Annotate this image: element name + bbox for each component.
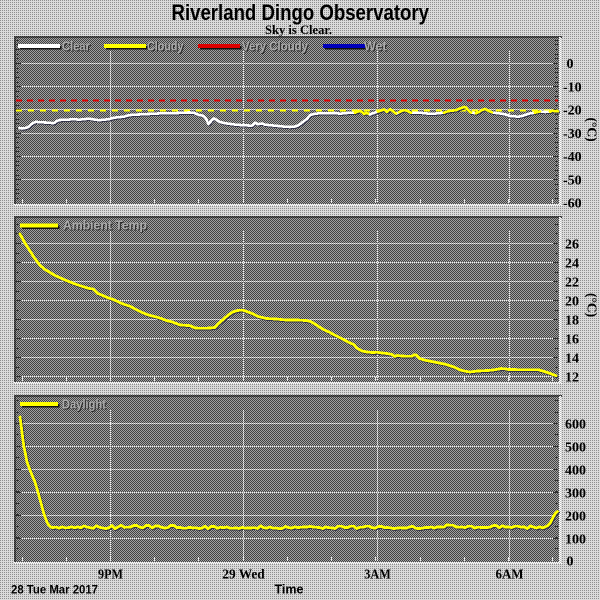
svg-text:9PM: 9PM <box>98 568 123 583</box>
svg-text:Cloudy: Cloudy <box>148 40 185 54</box>
svg-text:Ambient Temp: Ambient Temp <box>63 219 147 233</box>
svg-text:Sky is Clear.: Sky is Clear. <box>265 22 332 37</box>
svg-text:Very Cloudy: Very Cloudy <box>242 39 308 53</box>
svg-text:Very Cloudy: Very Cloudy <box>243 40 309 54</box>
svg-text:-60: -60 <box>563 197 582 212</box>
svg-text:Clear: Clear <box>63 40 91 54</box>
svg-text:Wet: Wet <box>364 39 387 53</box>
svg-text:28 Tue Mar 2017: 28 Tue Mar 2017 <box>11 583 98 597</box>
svg-text:24: 24 <box>565 257 579 272</box>
svg-text:(°C): (°C) <box>585 118 600 142</box>
svg-text:-20: -20 <box>563 104 582 119</box>
svg-text:0: 0 <box>567 555 574 570</box>
svg-text:600: 600 <box>565 418 586 433</box>
svg-text:500: 500 <box>565 441 586 456</box>
svg-text:400: 400 <box>565 464 586 479</box>
svg-text:-10: -10 <box>563 81 582 96</box>
svg-text:3AM: 3AM <box>364 568 391 583</box>
svg-text:Riverland Dingo Observatory: Riverland Dingo Observatory <box>172 0 430 25</box>
svg-text:14: 14 <box>565 352 579 367</box>
svg-text:16: 16 <box>565 333 579 348</box>
svg-text:(°C): (°C) <box>585 293 600 317</box>
svg-text:300: 300 <box>565 487 586 502</box>
svg-text:Time: Time <box>275 583 304 597</box>
svg-text:22: 22 <box>565 276 579 291</box>
svg-text:18: 18 <box>565 314 579 329</box>
svg-text:Daylight: Daylight <box>62 398 107 412</box>
svg-text:29 Wed: 29 Wed <box>222 568 265 583</box>
svg-text:Ambient Temp: Ambient Temp <box>64 220 148 234</box>
svg-text:Clear: Clear <box>62 39 90 53</box>
svg-text:20: 20 <box>565 295 579 310</box>
svg-text:12: 12 <box>565 371 579 386</box>
svg-text:Cloudy: Cloudy <box>147 39 184 53</box>
svg-text:-50: -50 <box>563 173 582 188</box>
svg-text:6AM: 6AM <box>496 568 524 583</box>
svg-text:Wet: Wet <box>365 40 388 54</box>
svg-text:100: 100 <box>565 533 586 548</box>
svg-text:-30: -30 <box>563 127 582 142</box>
svg-text:200: 200 <box>565 510 586 525</box>
svg-text:Daylight: Daylight <box>63 399 108 413</box>
svg-text:0: 0 <box>567 57 574 72</box>
svg-text:26: 26 <box>565 238 579 253</box>
svg-text:-40: -40 <box>563 150 582 165</box>
